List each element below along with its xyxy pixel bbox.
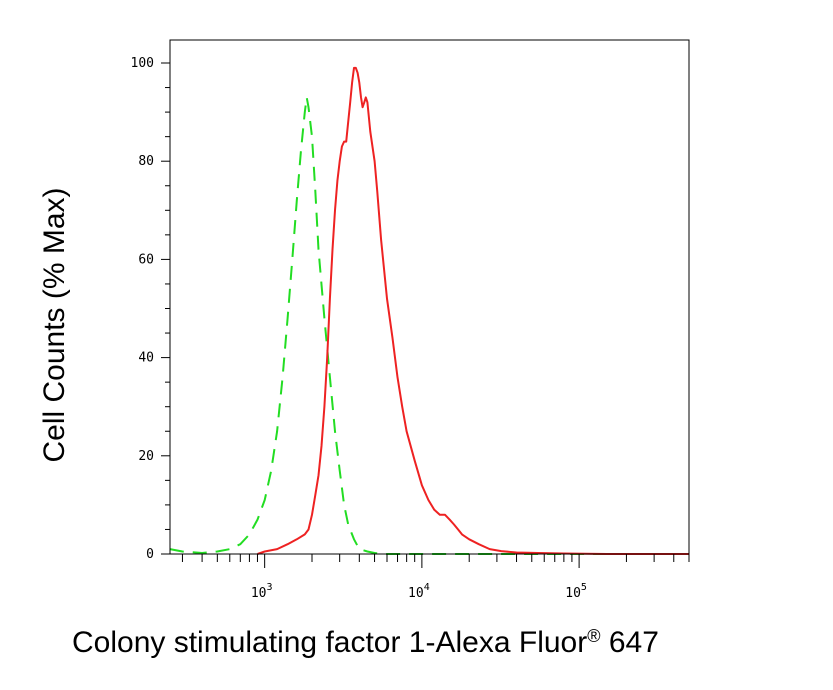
x-axis-title: Colony stimulating factor 1-Alexa Fluor®… bbox=[72, 626, 659, 659]
plot-area-frame bbox=[169, 39, 690, 555]
y-axis: 0 20 40 60 80 100 bbox=[131, 56, 170, 562]
series-line-control bbox=[169, 96, 689, 555]
x-axis-title-registered-mark: ® bbox=[587, 626, 600, 646]
series-layer bbox=[169, 66, 689, 555]
y-tick-label: 40 bbox=[138, 351, 154, 366]
x-axis-title-suffix: 647 bbox=[600, 626, 658, 659]
x-tick-label: 104 bbox=[408, 582, 430, 601]
y-tick-label: 0 bbox=[146, 547, 154, 562]
x-tick-label: 103 bbox=[251, 582, 273, 601]
y-axis-title: Cell Counts (% Max) bbox=[38, 187, 71, 462]
y-tick-label: 100 bbox=[131, 56, 154, 71]
x-axis: 103 104 105 bbox=[181, 554, 690, 601]
x-axis-title-main: Colony stimulating factor 1-Alexa Fluor bbox=[72, 626, 587, 659]
y-tick-label: 20 bbox=[138, 449, 154, 464]
y-tick-label: 60 bbox=[138, 252, 154, 267]
series-line-sample bbox=[257, 66, 689, 555]
y-tick-label: 80 bbox=[138, 154, 154, 169]
x-tick-label: 105 bbox=[565, 582, 587, 601]
